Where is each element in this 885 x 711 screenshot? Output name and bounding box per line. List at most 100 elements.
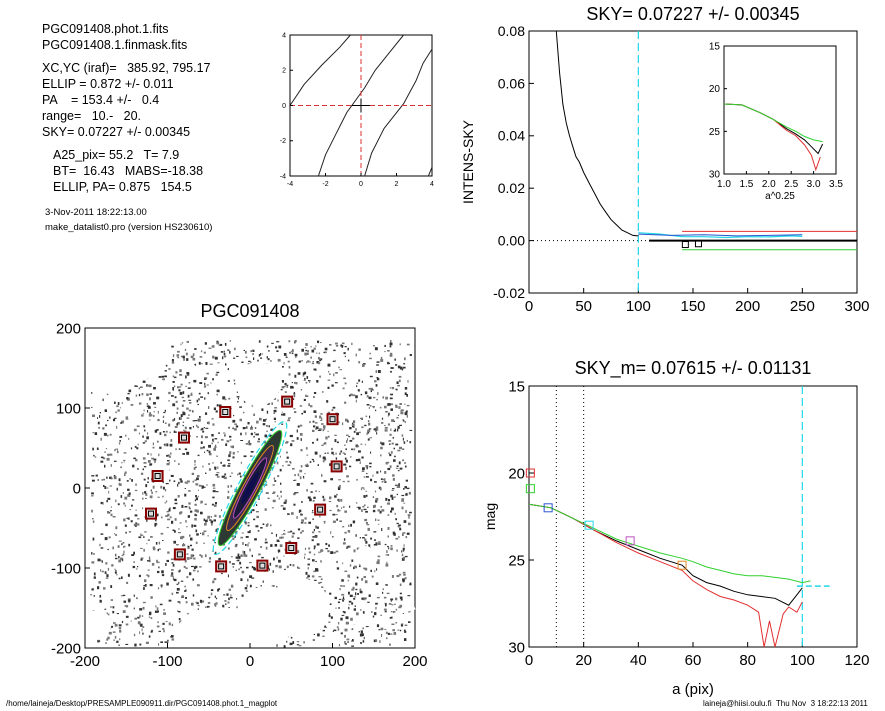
noise-pixel: [230, 594, 232, 597]
noise-pixel: [328, 615, 331, 618]
noise-pixel: [135, 483, 137, 486]
noise-pixel: [377, 519, 380, 521]
noise-pixel: [143, 587, 145, 590]
noise-pixel: [277, 475, 280, 478]
noise-pixel: [152, 415, 155, 417]
noise-pixel: [142, 468, 144, 471]
noise-pixel: [369, 466, 372, 468]
noise-pixel: [110, 606, 112, 608]
noise-pixel: [140, 533, 142, 536]
noise-pixel: [399, 366, 403, 370]
noise-pixel: [191, 472, 195, 475]
noise-pixel: [320, 550, 322, 553]
noise-pixel: [225, 363, 227, 366]
noise-pixel: [196, 584, 200, 587]
noise-pixel: [121, 555, 124, 557]
noise-pixel: [163, 629, 165, 633]
noise-pixel: [231, 535, 234, 538]
noise-pixel: [105, 424, 107, 427]
noise-pixel: [172, 381, 175, 383]
noise-pixel: [228, 561, 231, 564]
noise-pixel: [389, 345, 392, 348]
noise-pixel: [309, 380, 311, 383]
noise-pixel: [99, 599, 102, 603]
noise-pixel: [118, 577, 121, 580]
noise-pixel: [94, 456, 97, 458]
noise-pixel: [183, 358, 185, 361]
noise-pixel: [394, 358, 396, 361]
noise-pixel: [140, 534, 144, 536]
noise-pixel: [104, 464, 106, 468]
noise-pixel: [404, 462, 406, 464]
noise-pixel: [198, 419, 201, 421]
noise-pixel: [304, 473, 306, 475]
noise-pixel: [147, 452, 150, 455]
noise-pixel: [404, 577, 407, 580]
noise-pixel: [131, 554, 135, 556]
noise-pixel: [97, 417, 99, 419]
noise-pixel: [278, 345, 282, 349]
noise-pixel: [251, 425, 253, 428]
masked-star-marker: [330, 460, 343, 473]
noise-pixel: [383, 596, 387, 599]
noise-pixel: [351, 559, 354, 562]
noise-pixel: [129, 478, 131, 480]
galaxy-outer-isophote: [212, 420, 288, 556]
noise-pixel: [380, 614, 382, 616]
noise-pixel: [378, 629, 381, 631]
noise-pixel: [403, 544, 405, 547]
noise-pixel: [366, 494, 368, 497]
noise-pixel: [315, 560, 317, 563]
noise-pixel: [118, 624, 122, 627]
noise-pixel: [245, 443, 249, 445]
noise-pixel: [153, 458, 157, 461]
noise-pixel: [201, 600, 205, 603]
noise-pixel: [376, 377, 379, 379]
noise-pixel: [188, 409, 192, 412]
noise-pixel: [229, 350, 231, 354]
noise-pixel: [114, 636, 117, 639]
noise-pixel: [212, 483, 216, 487]
noise-pixel: [177, 422, 180, 425]
noise-pixel: [364, 580, 368, 584]
profile-x-label: 40: [630, 652, 647, 669]
noise-pixel: [265, 538, 267, 541]
noise-pixel: [227, 574, 229, 578]
noise-pixel: [212, 487, 216, 489]
noise-pixel: [324, 452, 326, 454]
noise-pixel: [164, 443, 166, 447]
noise-pixel: [347, 641, 349, 643]
noise-pixel: [336, 518, 338, 521]
noise-pixel: [137, 616, 140, 619]
noise-pixel: [314, 579, 317, 581]
noise-pixel: [206, 372, 209, 375]
noise-pixel: [222, 604, 225, 608]
noise-pixel: [362, 640, 365, 643]
noise-pixel: [304, 553, 306, 556]
noise-pixel: [224, 342, 227, 346]
noise-pixel: [213, 407, 216, 411]
noise-pixel: [313, 545, 316, 548]
noise-pixel: [143, 478, 146, 481]
noise-pixel: [297, 483, 300, 486]
noise-pixel: [328, 613, 331, 616]
noise-pixel: [222, 475, 225, 478]
noise-pixel: [197, 426, 199, 429]
noise-pixel: [389, 443, 391, 445]
noise-pixel: [228, 463, 231, 465]
noise-pixel: [194, 566, 196, 569]
noise-pixel: [246, 566, 249, 569]
noise-pixel: [186, 358, 189, 361]
noise-pixel: [187, 373, 190, 376]
noise-pixel: [241, 532, 244, 534]
noise-pixel: [310, 346, 312, 348]
noise-pixel: [404, 486, 407, 489]
masked-star-marker: [215, 560, 228, 573]
noise-pixel: [143, 425, 146, 428]
noise-pixel: [374, 380, 377, 383]
noise-pixel: [259, 417, 262, 421]
ellip-pa: ELLIP, PA= 0.875 154.5: [53, 180, 192, 194]
noise-pixel: [320, 419, 323, 421]
noise-pixel: [365, 490, 368, 492]
